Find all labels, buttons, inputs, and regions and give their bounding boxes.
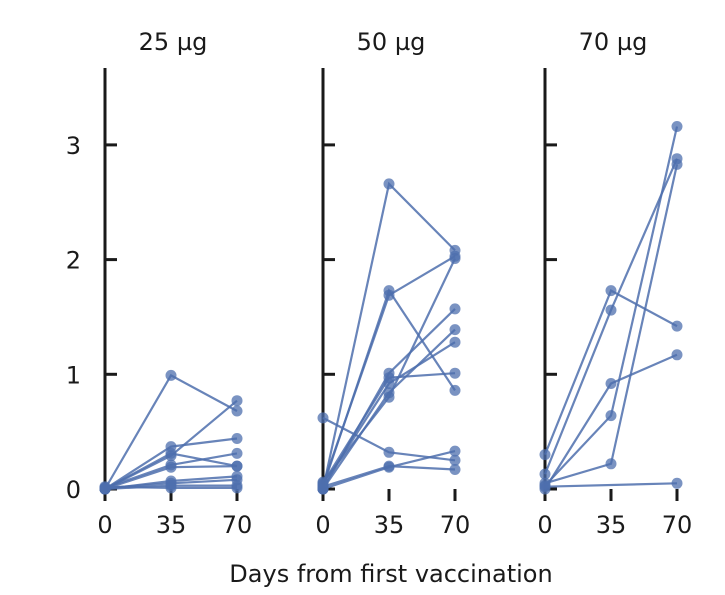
data-point xyxy=(449,384,461,396)
x-tick-label: 35 xyxy=(156,511,187,539)
x-axis-label: Days from first vaccination xyxy=(229,560,552,588)
panel-1: 25 µg 0 1 2 3 0 35 70 xyxy=(66,28,253,539)
x-tick-label: 70 xyxy=(440,511,471,539)
data-point xyxy=(539,481,551,493)
data-point xyxy=(383,461,395,473)
data-point xyxy=(231,395,243,407)
y-tick-label: 2 xyxy=(66,247,81,275)
data-point xyxy=(449,445,461,457)
data-point xyxy=(449,367,461,379)
x-tick-label: 70 xyxy=(222,511,253,539)
data-point xyxy=(671,320,683,332)
data-point xyxy=(605,304,617,316)
x-tick-label: 0 xyxy=(315,511,330,539)
panel-title: 50 µg xyxy=(357,28,426,56)
panel-3: 70 µg 0 35 70 xyxy=(537,28,692,539)
data-point xyxy=(165,482,177,494)
data-point xyxy=(539,449,551,461)
data-point xyxy=(231,447,243,459)
data-point xyxy=(449,324,461,336)
data-point xyxy=(383,446,395,458)
data-point xyxy=(383,378,395,389)
data-point xyxy=(539,468,551,480)
data-point xyxy=(605,458,617,470)
data-point xyxy=(383,178,395,190)
data-point xyxy=(605,285,617,297)
series-line xyxy=(544,482,678,488)
data-point xyxy=(383,391,395,403)
data-point xyxy=(449,464,461,475)
data-point xyxy=(99,481,111,493)
data-point xyxy=(231,482,243,494)
data-point xyxy=(671,477,683,489)
panel-title: 70 µg xyxy=(579,28,648,56)
data-point xyxy=(317,412,329,424)
panels-layer: 25 µg 0 1 2 3 0 35 70 50 µg 0 35 70 70 µg 0 35 70 xyxy=(66,28,693,539)
data-point xyxy=(317,483,329,495)
x-tick-label: 0 xyxy=(537,511,552,539)
y-tick-label: 1 xyxy=(66,361,81,389)
x-tick-label: 0 xyxy=(97,511,112,539)
data-point xyxy=(449,336,461,348)
data-point xyxy=(165,369,177,381)
data-point xyxy=(231,433,243,444)
data-point xyxy=(449,253,461,264)
y-tick-label: 0 xyxy=(66,476,81,504)
y-tick-label: 3 xyxy=(66,132,81,160)
data-point xyxy=(449,454,461,466)
data-point xyxy=(383,289,395,301)
panel-title: 25 µg xyxy=(139,28,208,56)
data-point xyxy=(165,461,177,473)
series-line xyxy=(321,181,456,490)
data-point xyxy=(231,460,243,472)
panel-2: 50 µg 0 35 70 xyxy=(315,28,470,539)
x-tick-label: 70 xyxy=(662,511,693,539)
x-tick-label: 35 xyxy=(596,511,627,539)
data-point xyxy=(231,405,243,417)
x-tick-label: 35 xyxy=(374,511,405,539)
data-point xyxy=(671,349,683,361)
data-point xyxy=(671,158,683,170)
data-point xyxy=(605,378,617,389)
data-point xyxy=(165,450,177,462)
data-point xyxy=(449,303,461,315)
data-point xyxy=(671,121,683,132)
data-point xyxy=(605,410,617,422)
